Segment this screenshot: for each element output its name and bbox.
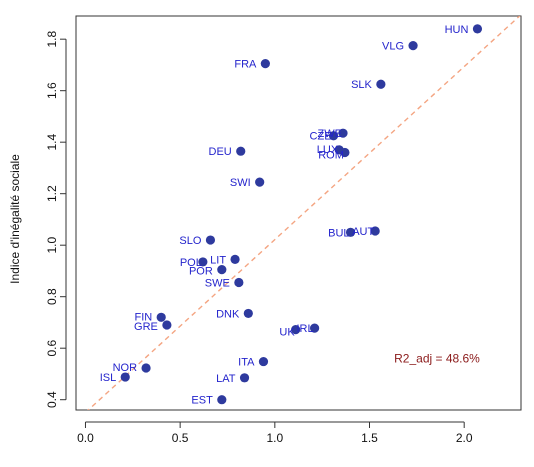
data-point-cze	[328, 131, 339, 141]
point-label: AUT	[352, 226, 374, 238]
point-label: GRE	[134, 321, 158, 333]
point-label: LUX	[317, 144, 339, 156]
data-point-lit	[230, 254, 240, 264]
point-label: SLO	[179, 235, 201, 247]
x-tick-label: 2.0	[456, 431, 473, 445]
r2-annotation: R2_adj = 48.6%	[394, 351, 480, 365]
data-point-slo	[205, 235, 216, 245]
data-point-gre	[162, 320, 172, 330]
data-point-hun	[472, 24, 483, 34]
point-label: IRL	[296, 323, 313, 335]
data-point-aut	[370, 226, 380, 236]
data-point-rom	[340, 147, 350, 158]
point-label: ROM	[318, 149, 344, 161]
point-label: DNK	[216, 308, 240, 320]
point-label: SWI	[230, 177, 251, 189]
y-tick-label: 0.4	[45, 391, 59, 408]
point-label: ISL	[100, 372, 117, 384]
data-point-nor	[141, 363, 151, 373]
x-tick-label: 1.0	[266, 431, 283, 445]
data-point-zwe	[338, 128, 348, 138]
data-point-pol	[198, 257, 208, 267]
point-label: EST	[191, 395, 213, 407]
data-point-slk	[376, 79, 386, 89]
point-label: FRA	[234, 59, 257, 71]
data-point-swi	[255, 177, 265, 187]
data-point-por	[217, 265, 227, 275]
x-tick-label: 1.5	[361, 431, 378, 445]
data-point-isl	[120, 372, 130, 382]
data-point-bul	[345, 227, 356, 237]
data-point-fin	[156, 312, 166, 322]
point-label: POL	[180, 257, 202, 269]
data-point-lat	[239, 373, 250, 383]
y-tick-label: 0.8	[45, 288, 59, 305]
point-label: POR	[189, 266, 213, 278]
point-label: FIN	[134, 311, 152, 323]
data-point-uk	[291, 325, 301, 335]
data-point-fra	[260, 59, 270, 69]
data-point-irl	[309, 323, 320, 333]
data-point-vlg	[408, 41, 418, 51]
point-label: ITA	[238, 357, 255, 369]
point-label: LAT	[216, 373, 236, 385]
y-axis-title: Indice d'inégalité sociale	[8, 154, 22, 284]
data-point-ita	[258, 356, 269, 367]
y-tick-label: 0.6	[45, 340, 59, 357]
point-label: UK	[279, 327, 295, 339]
y-tick-label: 1.8	[45, 31, 59, 48]
x-tick-label: 0.0	[77, 431, 94, 445]
point-label: CZE	[310, 131, 332, 143]
point-label: SWE	[205, 278, 230, 290]
data-point-est	[217, 395, 227, 405]
plot-frame	[75, 15, 522, 411]
point-label: NOR	[113, 362, 138, 374]
y-tick-label: 1.4	[45, 134, 59, 151]
data-point-dnk	[243, 308, 253, 319]
y-tick-label: 1.2	[45, 185, 59, 202]
point-label: DEU	[209, 146, 232, 158]
point-label: HUN	[445, 24, 469, 36]
point-label: VLG	[382, 41, 404, 53]
x-tick-label: 0.5	[172, 431, 189, 445]
data-point-swe	[234, 277, 244, 288]
point-label: BUL	[328, 227, 349, 239]
point-label: SLK	[351, 79, 372, 91]
point-label: ZWE	[318, 128, 342, 140]
y-tick-label: 1.6	[45, 82, 59, 99]
y-tick-label: 1.0	[45, 237, 59, 254]
point-label: LIT	[210, 254, 226, 266]
data-point-deu	[236, 146, 246, 156]
